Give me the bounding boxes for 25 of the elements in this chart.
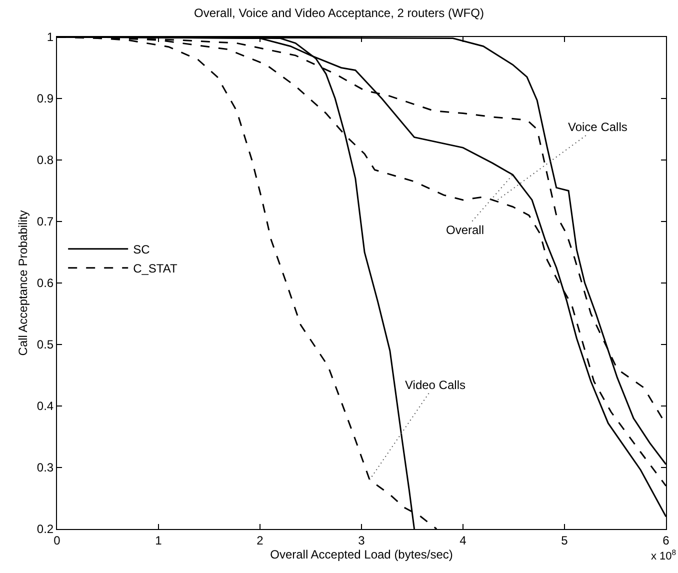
y-tick-label: 0.2	[36, 522, 54, 536]
x-tick-label: 0	[54, 533, 61, 548]
x-tick-label: 4	[460, 533, 467, 548]
x-axis-title: Overall Accepted Load (bytes/sec)	[270, 547, 453, 562]
legend-label: C_STAT	[133, 262, 178, 276]
y-tick-label: 0.8	[36, 153, 54, 168]
text: x 10$^{8}$	[651, 548, 676, 563]
y-tick-label: 0.9	[36, 92, 54, 106]
y-axis-title: Call Acceptance Probability	[16, 210, 30, 356]
y-tick-label: 0.5	[36, 338, 54, 352]
x-tick-label: 6	[662, 533, 670, 548]
annotation: Overall	[446, 223, 484, 237]
legend-label: SC	[133, 242, 150, 257]
y-tick-label: 0.6	[36, 276, 54, 290]
y-tick-label: 0.4	[36, 399, 54, 414]
x-tick-label: 5	[561, 533, 568, 548]
annotation: Voice Calls	[568, 120, 628, 134]
y-tick-label: 0.3	[36, 460, 54, 475]
annotation: Video Calls	[405, 378, 466, 392]
x-tick-label: 1	[155, 533, 162, 548]
chart-title: Overall, Voice and Video Acceptance, 2 routers (WFQ)	[194, 6, 484, 20]
x-tick-label: 2	[256, 533, 264, 548]
y-tick-label: 1	[46, 30, 54, 44]
x-tick-label: 3	[358, 533, 366, 548]
y-tick-label: 0.7	[36, 214, 54, 229]
